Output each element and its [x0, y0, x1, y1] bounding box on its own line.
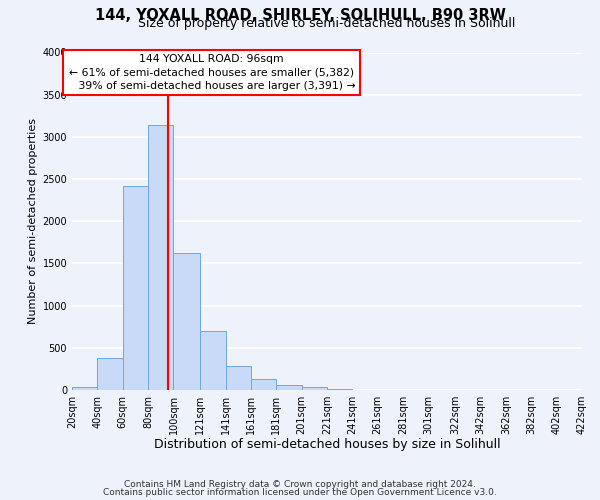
- Title: Size of property relative to semi-detached houses in Solihull: Size of property relative to semi-detach…: [139, 18, 515, 30]
- Bar: [200, 332, 226, 390]
- Bar: [97, 358, 123, 390]
- Bar: [251, 380, 276, 390]
- Bar: [123, 186, 148, 390]
- Bar: [302, 388, 327, 390]
- Bar: [276, 386, 302, 390]
- X-axis label: Distribution of semi-detached houses by size in Solihull: Distribution of semi-detached houses by …: [154, 438, 500, 452]
- Bar: [327, 389, 352, 390]
- Bar: [173, 254, 200, 390]
- Bar: [226, 366, 251, 390]
- Bar: [148, 125, 173, 390]
- Text: 144, YOXALL ROAD, SHIRLEY, SOLIHULL, B90 3RW: 144, YOXALL ROAD, SHIRLEY, SOLIHULL, B90…: [95, 8, 505, 22]
- Text: 144 YOXALL ROAD: 96sqm
← 61% of semi-detached houses are smaller (5,382)
   39% : 144 YOXALL ROAD: 96sqm ← 61% of semi-det…: [68, 54, 355, 90]
- Text: Contains HM Land Registry data © Crown copyright and database right 2024.: Contains HM Land Registry data © Crown c…: [124, 480, 476, 489]
- Bar: [72, 388, 97, 390]
- Y-axis label: Number of semi-detached properties: Number of semi-detached properties: [28, 118, 38, 324]
- Text: Contains public sector information licensed under the Open Government Licence v3: Contains public sector information licen…: [103, 488, 497, 497]
